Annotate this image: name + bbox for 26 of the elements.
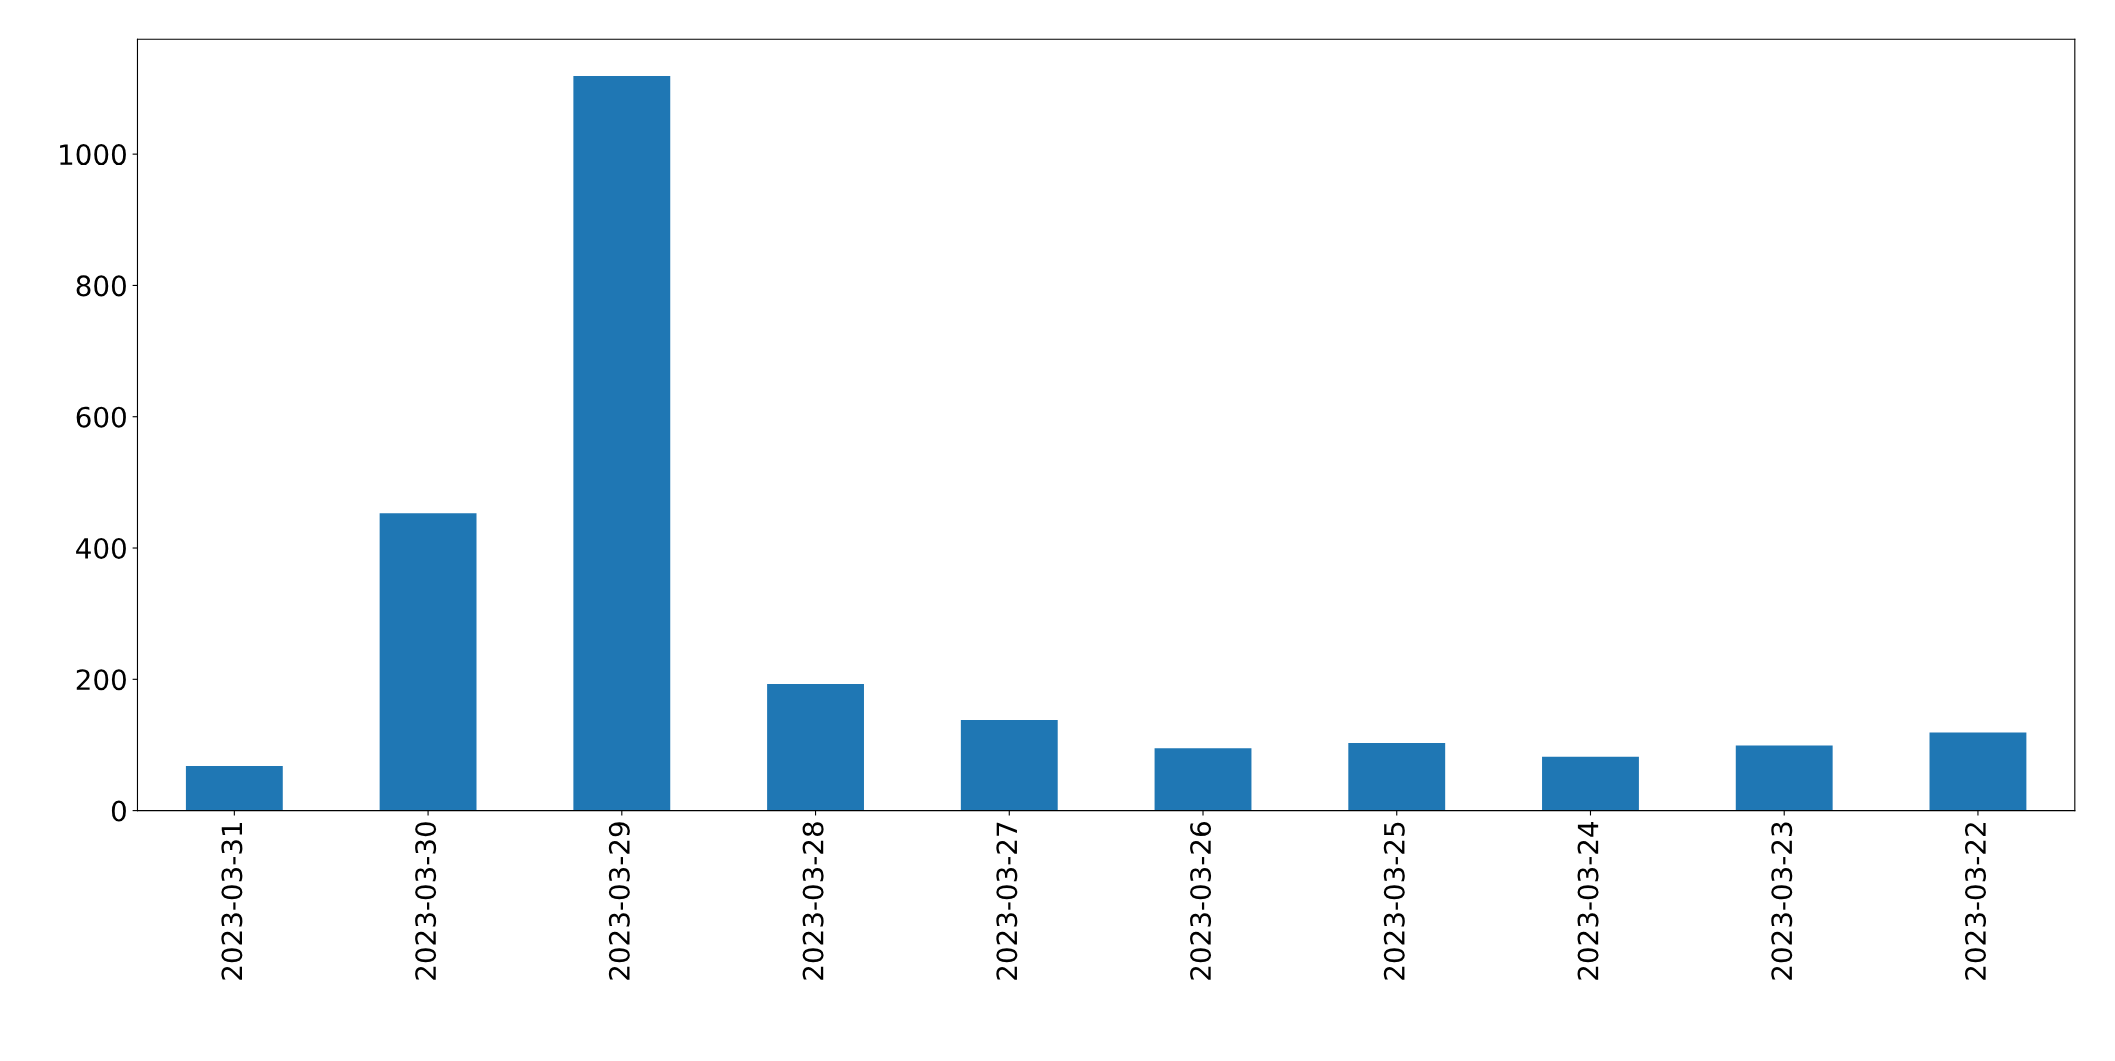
bar xyxy=(1929,732,2027,811)
x-tick-label: 2023-03-26 xyxy=(1190,822,1212,980)
y-tick-label: 0 xyxy=(111,800,126,822)
x-tick-label: 2023-03-23 xyxy=(1771,822,1793,980)
x-tick-label: 2023-03-28 xyxy=(802,822,824,980)
y-tick-label: 800 xyxy=(76,275,126,297)
bar xyxy=(573,76,671,811)
y-tick-label: 600 xyxy=(76,406,126,428)
bar xyxy=(1348,742,1446,811)
x-tick-label: 2023-03-31 xyxy=(221,822,243,980)
y-tick-label: 200 xyxy=(76,669,126,691)
x-tick-label: 2023-03-22 xyxy=(1965,823,1987,980)
bar xyxy=(1735,745,1833,811)
y-tick-label: 1000 xyxy=(60,144,126,166)
x-tick-label: 2023-03-30 xyxy=(415,822,437,980)
bar xyxy=(185,765,283,811)
bar xyxy=(767,683,864,811)
bar xyxy=(379,513,477,811)
bar xyxy=(960,720,1058,811)
x-tick-label: 2023-03-25 xyxy=(1383,822,1405,980)
bar xyxy=(1154,748,1252,811)
y-tick-label: 400 xyxy=(76,537,126,559)
x-tick-label: 2023-03-29 xyxy=(608,822,630,980)
bar xyxy=(1542,756,1639,811)
x-tick-label: 2023-03-27 xyxy=(996,822,1018,980)
x-tick-label: 2023-03-24 xyxy=(1577,821,1599,980)
